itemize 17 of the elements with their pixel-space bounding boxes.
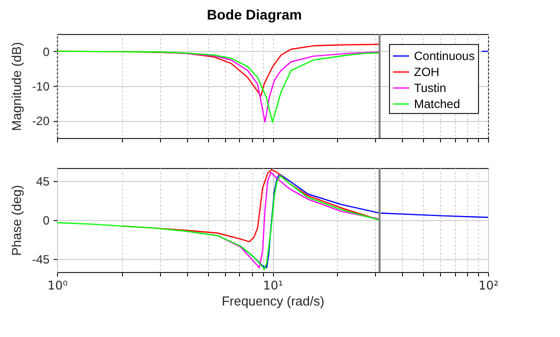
y-tick-label: 0 xyxy=(42,44,50,59)
legend-label: ZOH xyxy=(414,65,440,79)
y-tick-label: -10 xyxy=(32,80,50,94)
x-axis-title: Frequency (rad/s) xyxy=(222,294,324,308)
y-axis-title: Magnitude (dB) xyxy=(9,42,24,131)
legend-label: Tustin xyxy=(414,81,446,95)
chart-title: Bode Diagram xyxy=(206,6,302,22)
legend-label: Continuous xyxy=(414,49,475,63)
x-tick-label: 10² xyxy=(478,278,499,292)
y-tick-label: 45 xyxy=(36,174,50,188)
y-tick-label: 0 xyxy=(42,214,50,228)
legend-label: Matched xyxy=(414,97,460,111)
y-tick-label: -20 xyxy=(32,114,50,128)
y-axis-title: Phase (deg) xyxy=(9,185,24,256)
x-tick-label: 10¹ xyxy=(262,278,284,292)
x-tick-label: 10⁰ xyxy=(47,278,68,292)
y-tick-label: -45 xyxy=(32,252,50,266)
